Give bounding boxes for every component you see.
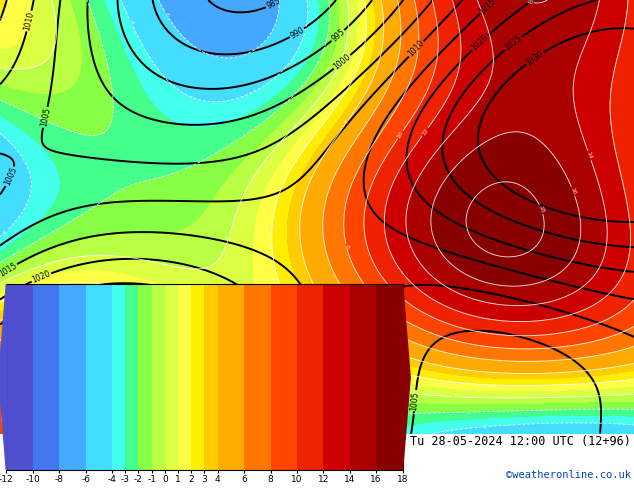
Text: Theta-W 850hPa [hPa] ECMWF: Theta-W 850hPa [hPa] ECMWF xyxy=(3,435,188,448)
Text: 1025: 1025 xyxy=(503,34,524,53)
Text: 1005: 1005 xyxy=(410,391,420,411)
Text: 8: 8 xyxy=(167,419,173,425)
Text: 1025: 1025 xyxy=(13,301,34,318)
Text: -2: -2 xyxy=(15,247,23,255)
Text: 1030: 1030 xyxy=(524,49,545,67)
Text: 18: 18 xyxy=(538,205,545,214)
Text: 12: 12 xyxy=(421,127,429,136)
Text: 1015: 1015 xyxy=(0,261,18,278)
Text: 16: 16 xyxy=(524,0,534,5)
Text: -4: -4 xyxy=(1,228,9,236)
Text: Tu 28-05-2024 12:00 UTC (12+96): Tu 28-05-2024 12:00 UTC (12+96) xyxy=(410,435,631,448)
Text: 4: 4 xyxy=(151,327,157,333)
Text: 2: 2 xyxy=(197,324,204,330)
Text: 995: 995 xyxy=(330,27,346,44)
Text: 4: 4 xyxy=(343,120,350,125)
Text: 16: 16 xyxy=(569,187,577,196)
Text: 1020: 1020 xyxy=(30,270,52,285)
Text: -4: -4 xyxy=(127,19,134,26)
Text: 1005: 1005 xyxy=(3,166,18,187)
Text: 985: 985 xyxy=(265,0,282,11)
Text: 10: 10 xyxy=(396,130,404,139)
Text: -2: -2 xyxy=(465,410,472,415)
Text: 0: 0 xyxy=(453,394,457,399)
Text: 2: 2 xyxy=(0,17,4,23)
Text: 990: 990 xyxy=(288,25,306,41)
Text: 1010: 1010 xyxy=(406,39,426,59)
Text: 1010: 1010 xyxy=(365,366,375,386)
Text: -6: -6 xyxy=(163,11,170,19)
Text: 6: 6 xyxy=(197,427,203,432)
Text: -2: -2 xyxy=(31,112,39,120)
Text: 14: 14 xyxy=(586,151,593,160)
Text: 1000: 1000 xyxy=(332,52,353,72)
Text: 6: 6 xyxy=(348,296,354,302)
Text: 1010: 1010 xyxy=(23,11,36,31)
Text: 1030: 1030 xyxy=(32,316,54,332)
Text: 1005: 1005 xyxy=(39,107,52,128)
Text: -4: -4 xyxy=(481,424,488,430)
Text: 0: 0 xyxy=(3,66,7,71)
Text: 1015: 1015 xyxy=(478,0,498,16)
Text: 1020: 1020 xyxy=(470,33,490,53)
Text: 12: 12 xyxy=(83,412,92,421)
Text: ©weatheronline.co.uk: ©weatheronline.co.uk xyxy=(506,470,631,480)
Text: 8: 8 xyxy=(344,244,349,248)
Text: 10: 10 xyxy=(119,392,129,402)
Text: 0: 0 xyxy=(226,235,232,240)
Text: 2: 2 xyxy=(313,130,320,136)
